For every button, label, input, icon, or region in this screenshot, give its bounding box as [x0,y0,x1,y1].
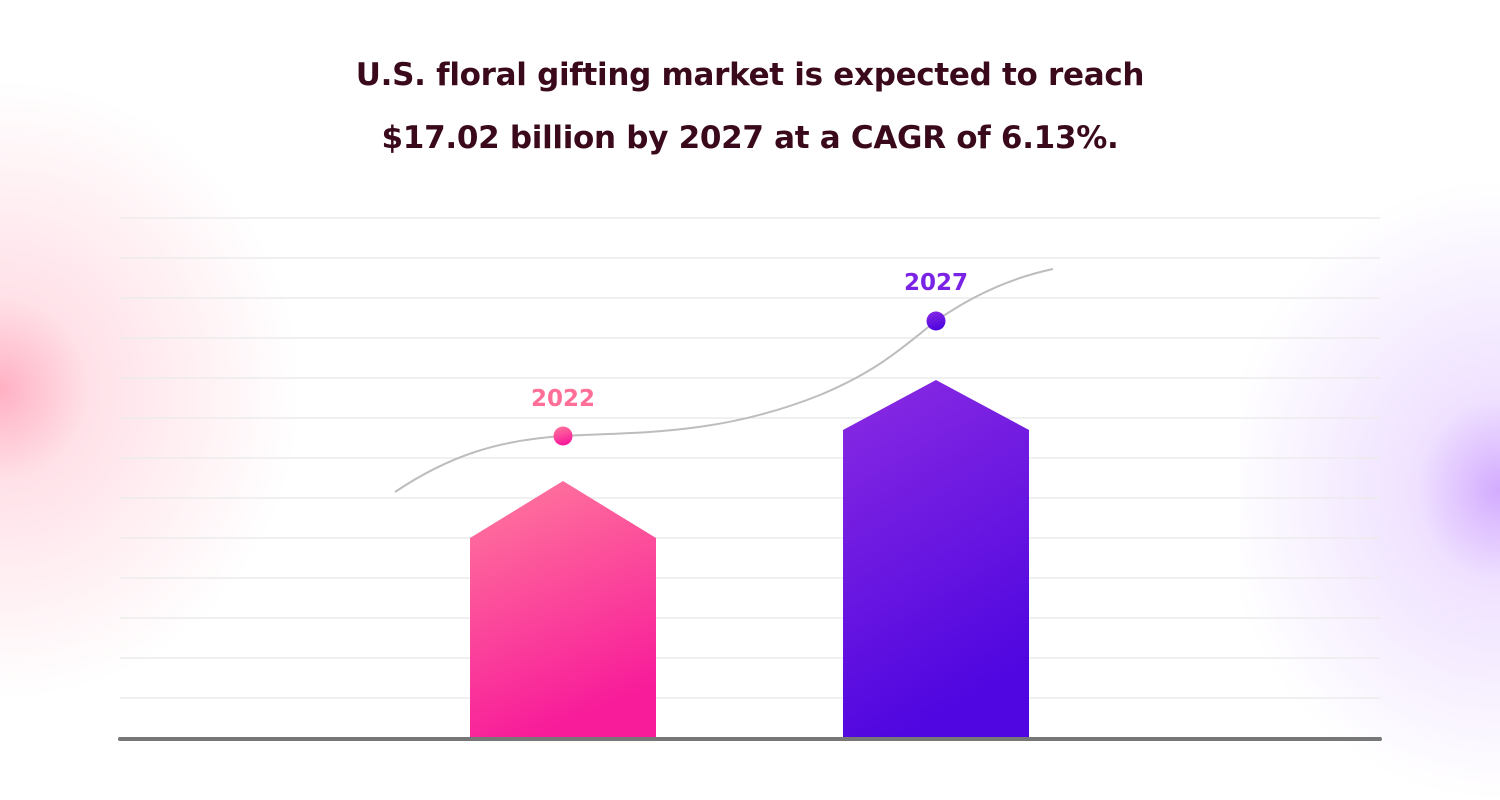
trend-line [394,268,1054,493]
decorative-glow-left [0,80,300,700]
title-line-1: U.S. floral gifting market is expected t… [355,57,1145,93]
trend-point-2022 [553,426,573,446]
category-label-2022: 2022 [531,386,595,412]
category-label-2027: 2027 [904,270,968,296]
decorative-glow-right [1240,180,1500,800]
bar-2022 [470,481,656,739]
bar-2027 [843,380,1029,739]
gridlines [120,217,1380,699]
title-line-2: $17.02 billion by 2027 at a CAGR of 6.13… [381,120,1119,156]
trend-point-2027 [926,311,946,331]
chart-title: U.S. floral gifting market is expected t… [0,44,1500,170]
